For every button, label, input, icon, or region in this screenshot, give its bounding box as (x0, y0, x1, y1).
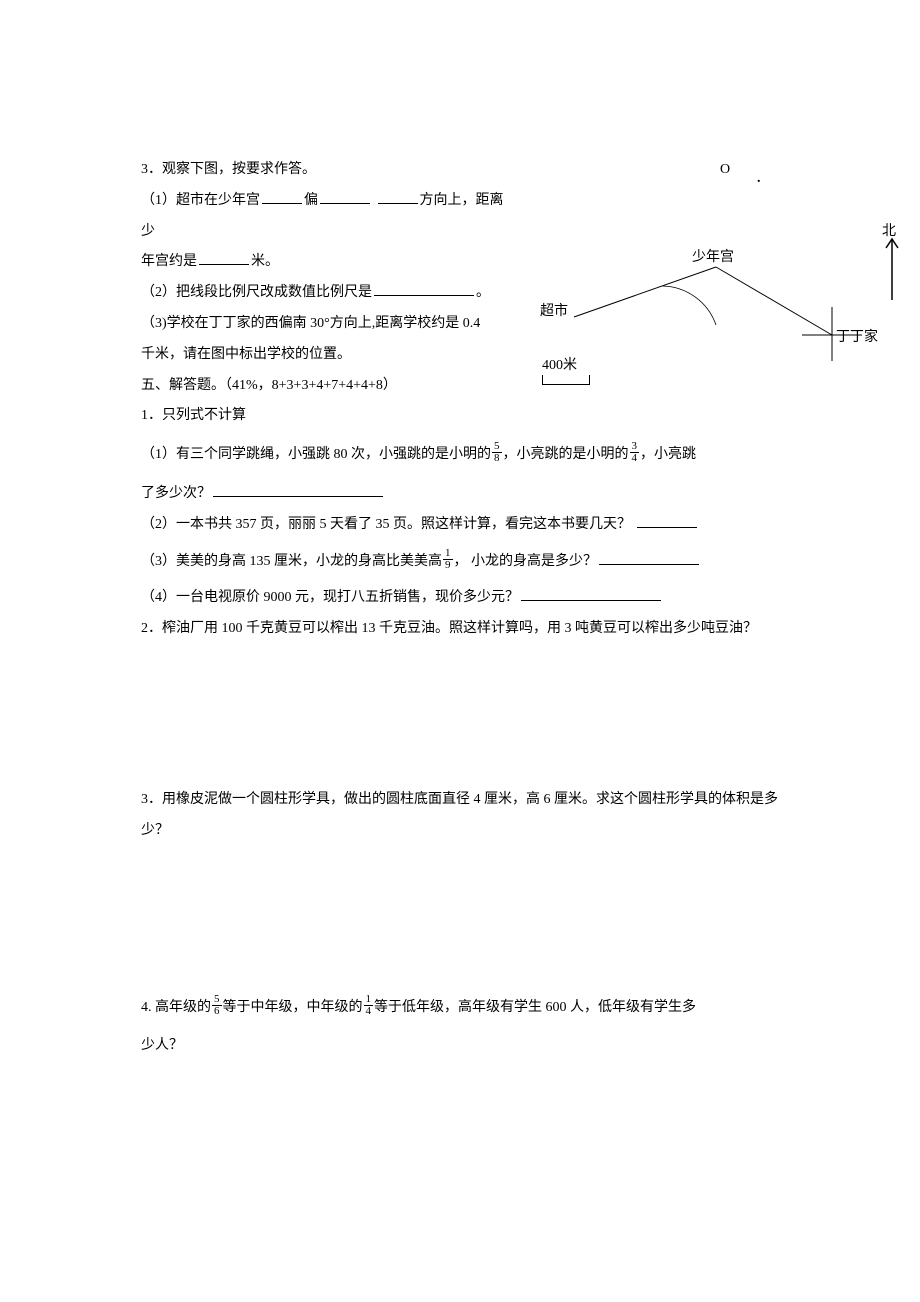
text: 偏 (304, 193, 318, 208)
text: （4）一台电视原价 9000 元，现打八五折销售，现价多少元？ (141, 590, 519, 605)
q3-title: 3．观察下图，按要求作答。 (141, 155, 791, 186)
q3-p3-line1: （3)学校在丁丁家的西偏南 30°方向上,距离学校约是 0.4 (141, 309, 511, 340)
spacer (141, 847, 791, 987)
denominator: 4 (364, 1005, 374, 1017)
blank[interactable] (637, 514, 697, 528)
numerator: 1 (443, 548, 453, 559)
text: 。 (476, 285, 490, 300)
label-home: 丁丁家 (836, 323, 878, 354)
q3-p3-line2: 千米，请在图中标出学校的位置。 (141, 340, 511, 371)
text: （1）超市在少年宫 (141, 193, 260, 208)
q3-text-wrap: （1）超市在少年宫偏 方向上，距离少 年宫约是米。 （2）把线段比例尺改成数值比… (141, 186, 511, 371)
numerator: 5 (212, 994, 222, 1005)
q3-p1-line2: 年宫约是 米。 (141, 247, 511, 278)
numerator: 1 (364, 994, 374, 1005)
fraction: 14 (364, 994, 374, 1017)
q3-p2: （2）把线段比例尺改成数值比例尺是 。 (141, 278, 511, 309)
angle-arc (662, 286, 716, 325)
blank[interactable] (599, 551, 699, 565)
blank[interactable] (262, 190, 302, 204)
q1-2: （2）一本书共 357 页，丽丽 5 天看了 35 页。照这样计算，看完这本书要… (141, 510, 791, 541)
q1-1-line1: （1）有三个同学跳绳，小强跳 80 次，小强跳的是小明的58，小亮跳的是小明的3… (141, 440, 791, 471)
text: ， 小龙的身高是多少？ (454, 554, 598, 569)
text: （2）把线段比例尺改成数值比例尺是 (141, 285, 372, 300)
denominator: 4 (630, 452, 640, 464)
label-palace: 少年宫 (692, 243, 734, 274)
line-palace-market (574, 267, 716, 317)
label-market: 超市 (540, 297, 568, 328)
blank[interactable] (320, 190, 370, 204)
q2: 2．榨油厂用 100 千克黄豆可以榨出 13 千克豆油。照这样计算吗，用 3 吨… (141, 614, 791, 645)
scale-bar (542, 375, 590, 385)
q4-line2: 少人？ (141, 1031, 791, 1062)
map-diagram: 北 少年宫 超市 丁丁家 400米 (542, 225, 902, 425)
blank[interactable] (199, 251, 249, 265)
q3-p1-line1: （1）超市在少年宫偏 方向上，距离少 (141, 186, 511, 248)
denominator: 6 (212, 1005, 222, 1017)
text: （2）一本书共 357 页，丽丽 5 天看了 35 页。照这样计算，看完这本书要… (141, 517, 631, 532)
label-north: 北 (882, 217, 896, 248)
fraction: 58 (492, 441, 502, 464)
text: 等于中年级，中年级的 (223, 1000, 363, 1015)
q1-3: （3）美美的身高 135 厘米，小龙的身高比美美高19， 小龙的身高是多少？ (141, 547, 791, 578)
text: （3）美美的身高 135 厘米，小龙的身高比美美高 (141, 554, 442, 569)
spacer (141, 645, 791, 785)
q1-1-line2: 了多少次？ (141, 479, 791, 510)
text: （1）有三个同学跳绳，小强跳 80 次，小强跳的是小明的 (141, 447, 491, 462)
text: ，小亮跳 (640, 447, 696, 462)
fraction: 34 (630, 441, 640, 464)
text: 年宫约是 (141, 254, 197, 269)
blank[interactable] (521, 587, 661, 601)
text: 4. 高年级的 (141, 1000, 211, 1015)
numerator: 3 (630, 441, 640, 452)
text: 等于低年级，高年级有学生 600 人，低年级有学生多 (374, 1000, 696, 1015)
denominator: 9 (443, 559, 453, 571)
denominator: 8 (492, 452, 502, 464)
text: ，小亮跳的是小明的 (503, 447, 629, 462)
text: 了多少次？ (141, 486, 211, 501)
q3-body: 3．用橡皮泥做一个圆柱形学具，做出的圆柱底面直径 4 厘米，高 6 厘米。求这个… (141, 785, 791, 847)
blank[interactable] (374, 282, 474, 296)
text: 米。 (251, 254, 279, 269)
fraction: 56 (212, 994, 222, 1017)
blank[interactable] (213, 483, 383, 497)
numerator: 5 (492, 441, 502, 452)
q4-line1: 4. 高年级的56等于中年级，中年级的14等于低年级，高年级有学生 600 人，… (141, 993, 791, 1024)
fraction: 19 (443, 548, 453, 571)
line-palace-home (716, 267, 832, 335)
blank[interactable] (378, 190, 418, 204)
q1-4: （4）一台电视原价 9000 元，现打八五折销售，现价多少元？ (141, 583, 791, 614)
